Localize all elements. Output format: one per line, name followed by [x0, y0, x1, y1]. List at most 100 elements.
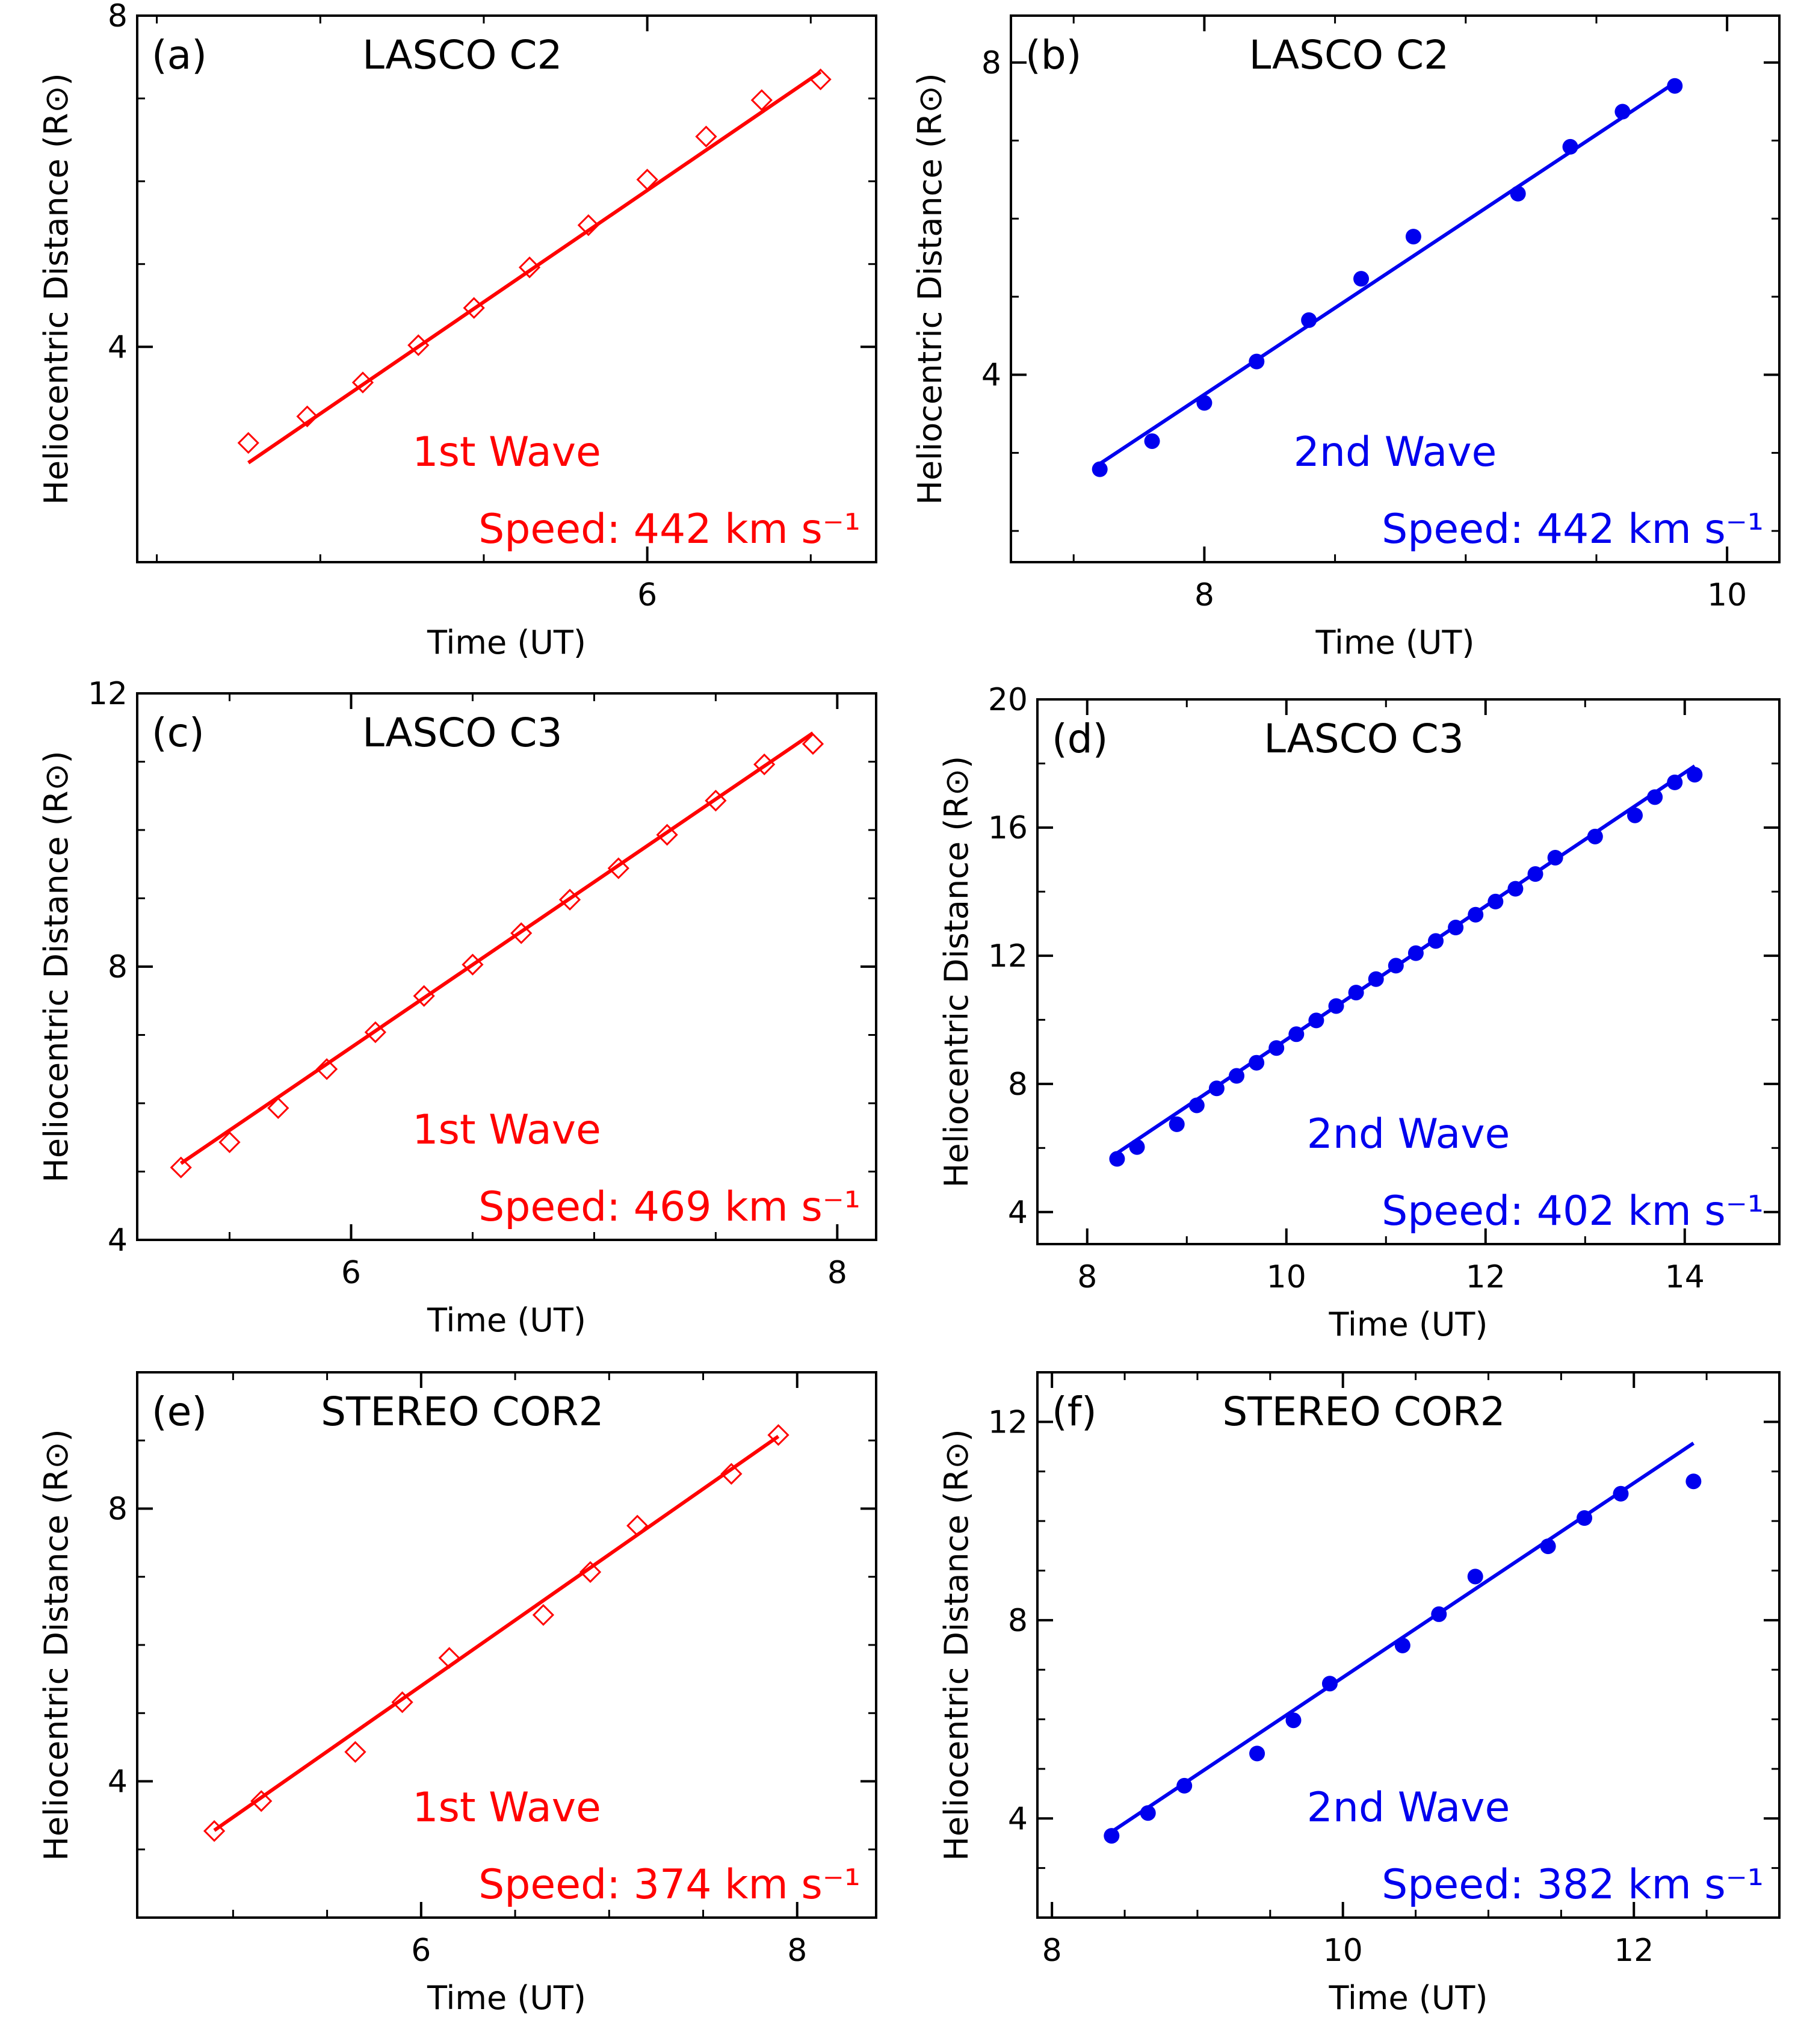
- data-point: [705, 790, 727, 812]
- data-point: [1468, 906, 1484, 923]
- panel-c: 6 8 4 8 12 Time (UT) Heliocentric Distance (R⊙…: [37, 676, 877, 1339]
- data-point: [1667, 774, 1683, 790]
- linear-fit-line: [180, 731, 814, 1165]
- y-tick-label: 4: [1008, 1801, 1028, 1837]
- x-tick-label: 10: [1323, 1933, 1363, 1969]
- wave-label: 2nd Wave: [1294, 429, 1497, 476]
- data-point: [364, 1021, 386, 1044]
- y-tick-label: 4: [108, 1764, 128, 1800]
- data-point: [1627, 807, 1643, 823]
- plot-frame: [136, 1371, 877, 1919]
- data-point: [636, 169, 658, 191]
- data-point: [250, 1790, 273, 1812]
- data-point: [1510, 185, 1526, 202]
- data-point: [1176, 1777, 1193, 1794]
- x-tick-label: 8: [1042, 1933, 1062, 1969]
- data-point: [1540, 1538, 1556, 1555]
- data-point: [462, 953, 484, 976]
- y-axis-label: Heliocentric Distance (R⊙): [938, 1429, 975, 1860]
- y-tick-label: 20: [988, 682, 1028, 718]
- data-point: [1109, 1151, 1125, 1167]
- data-point: [1353, 271, 1370, 287]
- x-tick-label: 6: [637, 577, 657, 613]
- data-point: [720, 1463, 743, 1485]
- x-axis-label: Time (UT): [427, 624, 586, 661]
- y-axis-label: Heliocentric Distance (R⊙): [37, 73, 75, 504]
- y-axis-label: Heliocentric Distance (R⊙): [37, 751, 75, 1182]
- panel-title: STEREO COR2: [1222, 1389, 1505, 1435]
- data-point: [1321, 1676, 1338, 1692]
- x-tick-label: 8: [787, 1933, 807, 1969]
- wave-label: 2nd Wave: [1307, 1110, 1510, 1158]
- data-point: [1547, 849, 1563, 866]
- data-point: [391, 1691, 413, 1714]
- data-point: [750, 89, 773, 111]
- x-axis-label: Time (UT): [427, 1301, 586, 1339]
- data-point: [351, 371, 374, 394]
- data-point: [1144, 433, 1160, 449]
- x-tick-label: 6: [411, 1933, 431, 1969]
- data-point: [1562, 138, 1578, 155]
- linear-fit-line: [1116, 764, 1696, 1155]
- y-tick-label: 16: [988, 810, 1028, 846]
- data-point: [1285, 1712, 1302, 1729]
- panel-b: 8 10 4 8 Time (UT) Heliocentric Distance (R⊙)…: [911, 14, 1781, 661]
- data-point: [1301, 312, 1317, 328]
- data-point: [1104, 1828, 1120, 1844]
- data-point: [1388, 958, 1404, 974]
- data-point: [656, 823, 678, 846]
- data-point: [518, 256, 541, 279]
- data-point: [1169, 1116, 1185, 1132]
- data-point: [1129, 1139, 1145, 1155]
- data-point: [1249, 353, 1265, 370]
- data-point: [267, 1097, 289, 1120]
- data-point: [1467, 1569, 1483, 1585]
- data-point: [1348, 985, 1364, 1001]
- panel-title: LASCO C2: [1249, 32, 1449, 78]
- data-point: [170, 1156, 192, 1178]
- panel-letter: (e): [152, 1389, 207, 1435]
- panel-d: 8 10 12 14 4 8 12 16 20 Time (UT) Heliocentric Dis…: [938, 682, 1781, 1343]
- linear-fit-line: [247, 70, 822, 465]
- y-tick-label: 12: [88, 676, 128, 712]
- speed-label: Speed: 382 km s⁻¹: [1382, 1861, 1764, 1909]
- data-point: [1140, 1805, 1156, 1821]
- panel-letter: (c): [152, 710, 205, 756]
- data-point: [237, 432, 259, 454]
- data-point: [577, 214, 599, 237]
- x-axis-label: Time (UT): [427, 1979, 586, 2017]
- panel-letter: (d): [1052, 716, 1108, 762]
- data-point: [695, 125, 717, 147]
- x-tick-label: 10: [1707, 577, 1747, 613]
- data-point: [1368, 971, 1384, 987]
- panel-letter: (a): [152, 32, 207, 78]
- data-point: [1613, 1485, 1629, 1502]
- panel-letter: (f): [1052, 1389, 1097, 1435]
- speed-label: Speed: 374 km s⁻¹: [478, 1861, 860, 1909]
- panel-title: LASCO C2: [362, 32, 562, 78]
- y-tick-label: 8: [108, 0, 128, 34]
- speed-label: Speed: 469 km s⁻¹: [478, 1183, 860, 1231]
- y-tick-label: 4: [981, 358, 1001, 394]
- data-point: [203, 1820, 226, 1842]
- data-point: [1647, 789, 1663, 805]
- plot-frame: [136, 692, 877, 1241]
- data-point: [1428, 933, 1444, 949]
- data-point: [1196, 395, 1213, 411]
- data-point: [1488, 893, 1504, 909]
- y-tick-label: 4: [1008, 1195, 1028, 1231]
- data-point: [1208, 1080, 1225, 1097]
- x-tick-label: 8: [827, 1255, 847, 1291]
- y-tick-label: 12: [988, 938, 1028, 974]
- x-tick-label: 12: [1614, 1933, 1654, 1969]
- x-tick-label: 8: [1194, 577, 1214, 613]
- data-point: [344, 1741, 366, 1763]
- y-axis-label: Heliocentric Distance (R⊙): [37, 1429, 75, 1860]
- data-point: [1249, 1055, 1265, 1071]
- data-point: [626, 1514, 649, 1537]
- data-point: [510, 922, 533, 944]
- wave-label: 1st Wave: [412, 1784, 601, 1832]
- data-point: [753, 753, 776, 776]
- data-point: [558, 888, 581, 911]
- y-axis-label: Heliocentric Distance (R⊙): [938, 756, 975, 1188]
